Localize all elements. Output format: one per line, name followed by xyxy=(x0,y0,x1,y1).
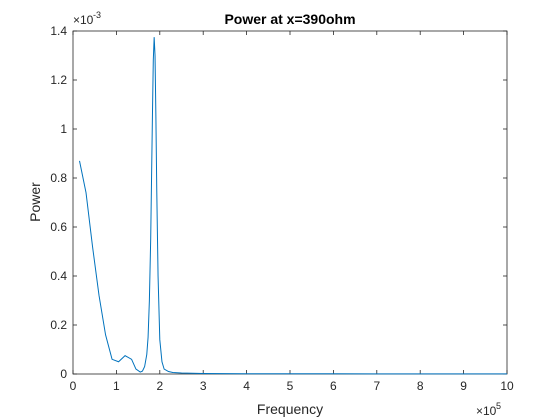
y-tick-label: 0.6 xyxy=(50,220,67,234)
plot-area xyxy=(72,30,508,375)
y-tick-label: 0.8 xyxy=(50,171,67,185)
power-series-line xyxy=(79,37,507,375)
x-tick-label: 5 xyxy=(287,379,294,393)
x-tick-label: 4 xyxy=(243,379,250,393)
x-tick-label: 8 xyxy=(417,379,424,393)
y-axis-title: Power xyxy=(27,182,43,222)
x-tick-label: 6 xyxy=(330,379,337,393)
y-tick-label: 0.2 xyxy=(50,318,67,332)
x-axis: 0 1 2 3 4 5 6 7 8 9 10 xyxy=(70,31,514,393)
x-tick-label: 3 xyxy=(200,379,207,393)
chart-title: Power at x=390ohm xyxy=(224,11,355,27)
x-axis-title: Frequency xyxy=(257,401,323,417)
y-axis: 0 0.2 0.4 0.6 0.8 1 1.2 1.4 xyxy=(50,24,507,381)
x-tick-label: 7 xyxy=(373,379,380,393)
y-tick-label: 0.4 xyxy=(50,269,67,283)
y-tick-label: 1 xyxy=(60,122,67,136)
svg-text:-3: -3 xyxy=(93,10,101,20)
y-axis-multiplier: ×10 -3 xyxy=(73,10,101,27)
y-tick-label: 1.2 xyxy=(50,73,67,87)
svg-text:×10: ×10 xyxy=(476,404,497,418)
y-tick-label: 1.4 xyxy=(50,24,67,38)
y-tick-label: 0 xyxy=(60,367,67,381)
x-axis-multiplier: ×10 5 xyxy=(476,401,501,418)
x-tick-label: 9 xyxy=(460,379,467,393)
x-tick-label: 10 xyxy=(500,379,514,393)
x-tick-label: 1 xyxy=(113,379,120,393)
x-tick-label: 0 xyxy=(70,379,77,393)
x-tick-label: 2 xyxy=(156,379,163,393)
svg-text:5: 5 xyxy=(496,401,501,411)
svg-text:×10: ×10 xyxy=(73,13,94,27)
